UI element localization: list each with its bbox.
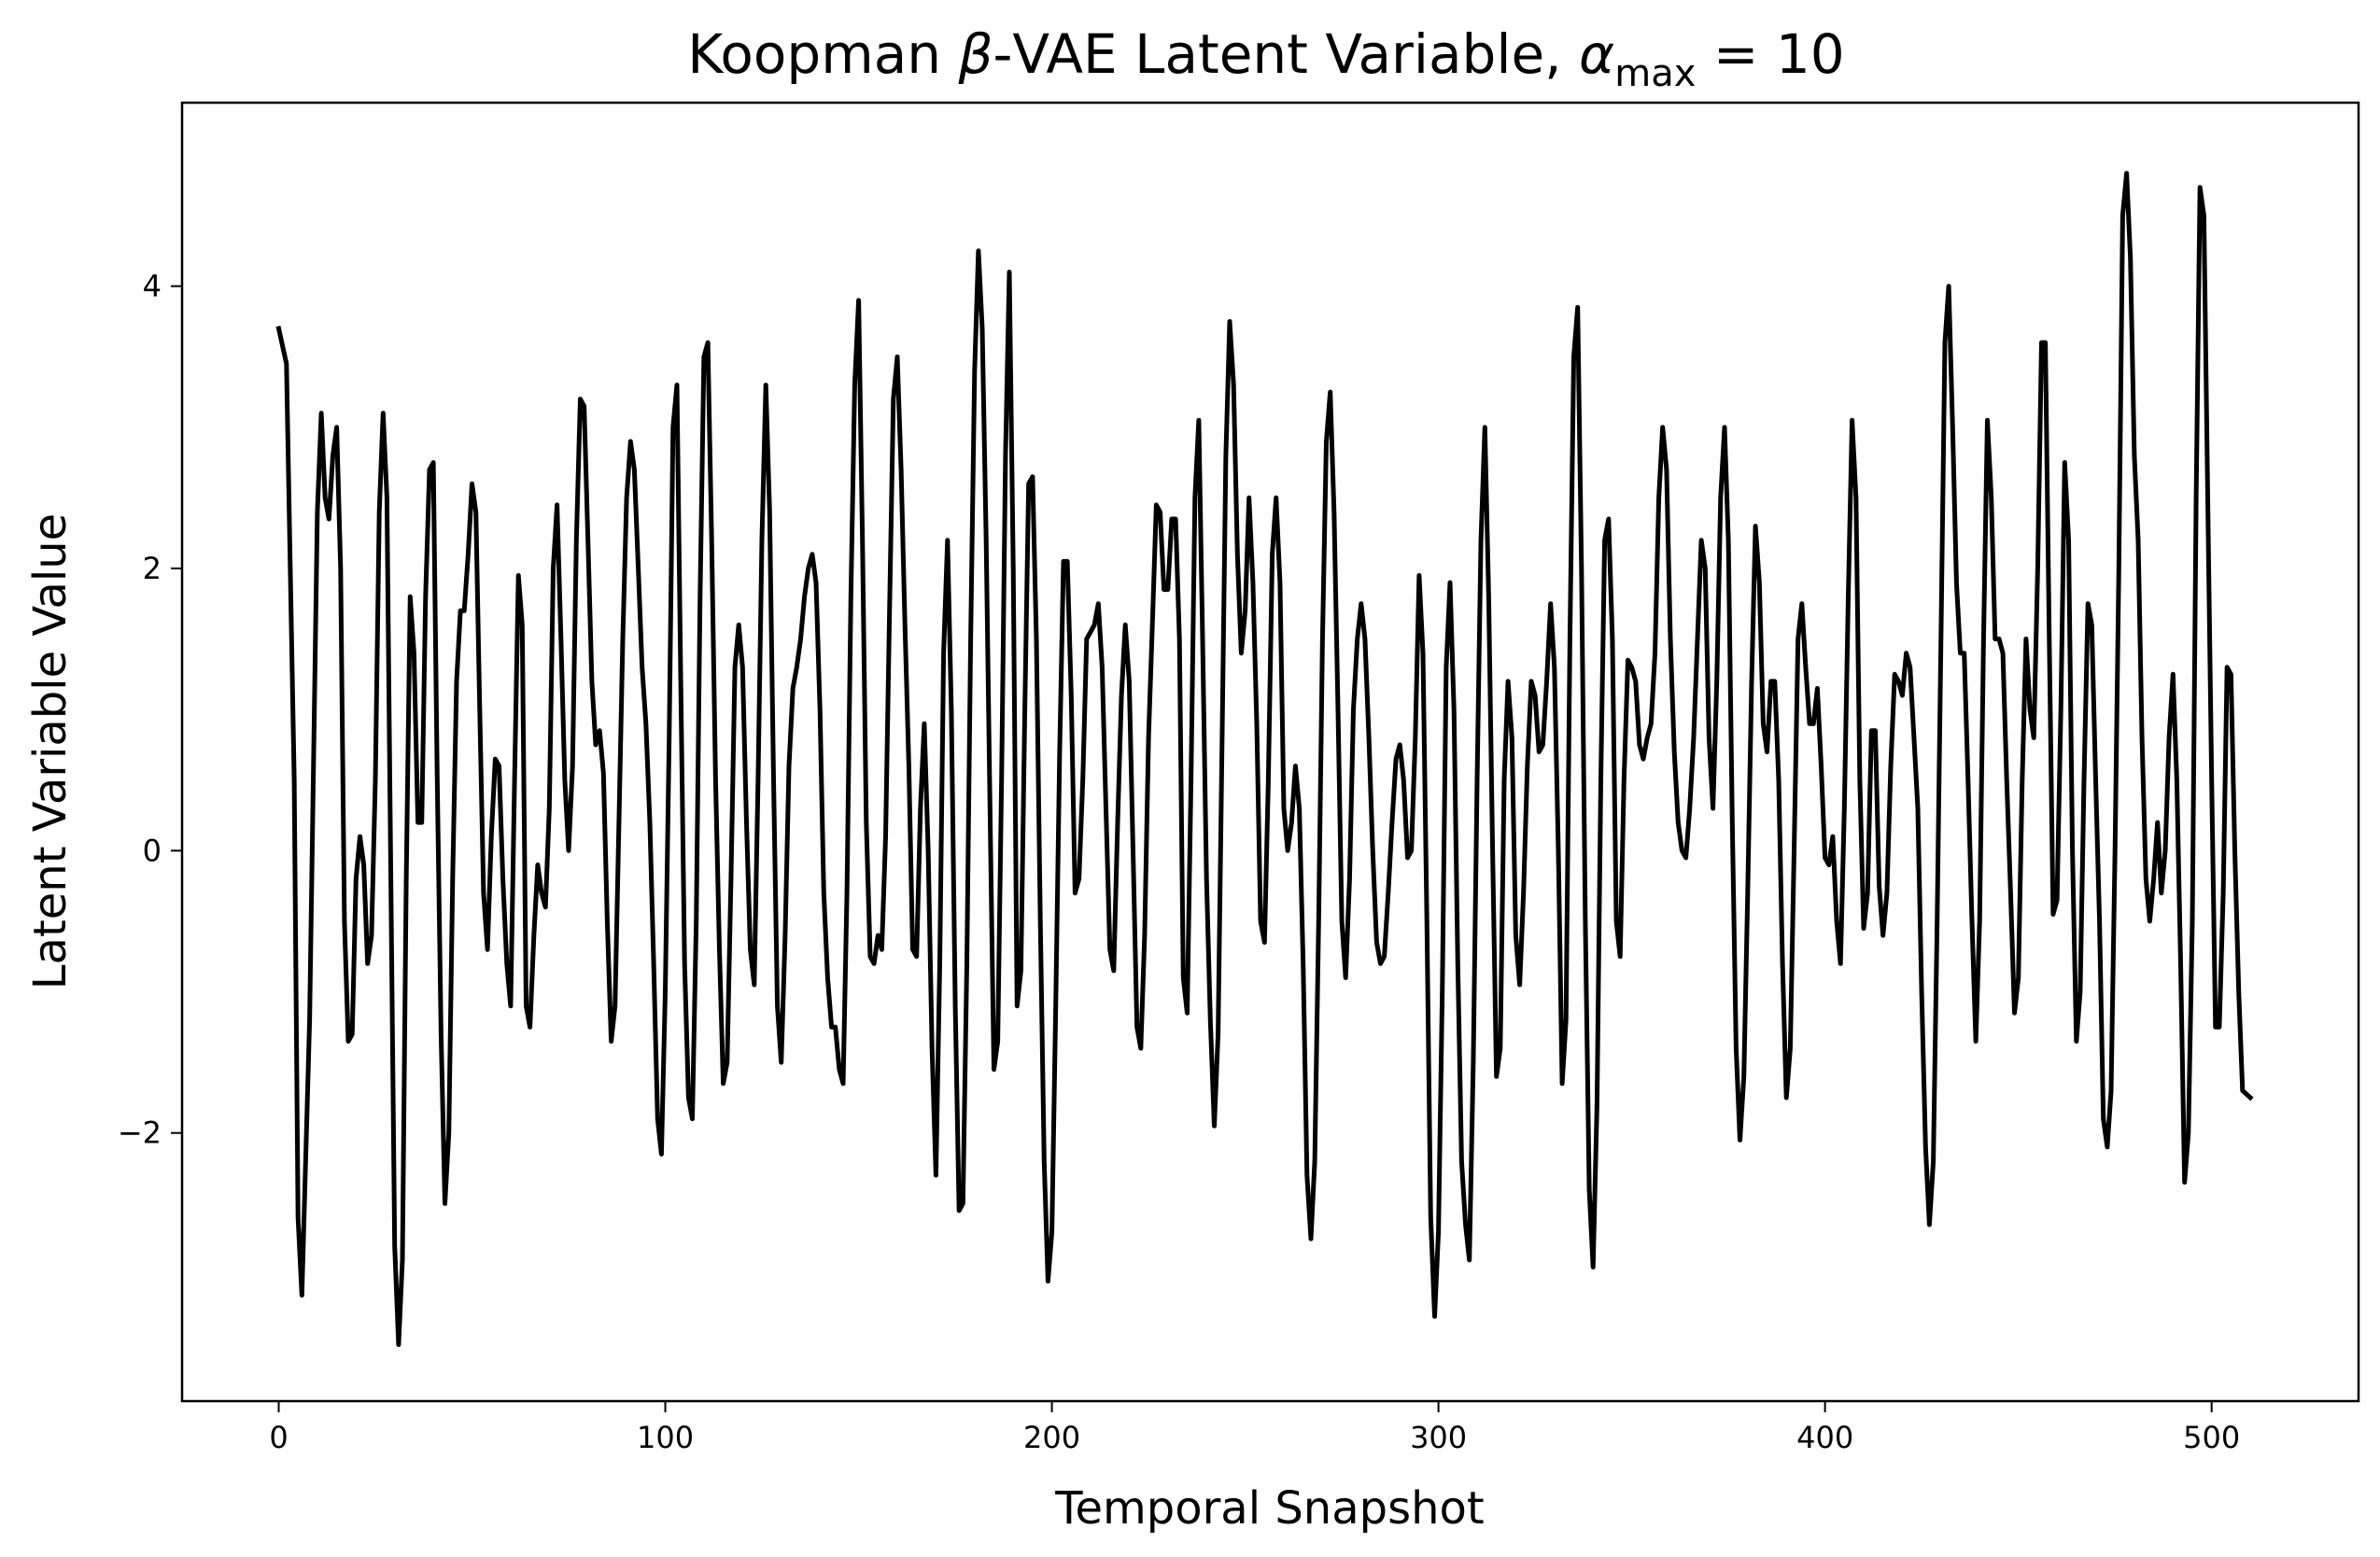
x-tick-label: 500	[2183, 1420, 2240, 1455]
y-tick-label: 4	[143, 269, 162, 304]
y-tick-label: 0	[143, 833, 162, 868]
y-tick-label: 2	[143, 551, 162, 586]
series-line	[275, 171, 2254, 1347]
x-tick-label: 300	[1410, 1420, 1467, 1455]
x-tick-label: 400	[1796, 1420, 1853, 1455]
title-alpha-subscript: max	[1614, 52, 1696, 95]
y-tick-label: −2	[118, 1115, 162, 1151]
title-alpha-symbol: α	[1579, 22, 1614, 86]
y-axis-label: Latent Variable Value	[24, 513, 77, 989]
x-tick-label: 0	[269, 1420, 288, 1455]
x-tick-label: 100	[637, 1420, 694, 1455]
x-axis-label: Temporal Snapshot	[1054, 1482, 1484, 1535]
axes-frame	[180, 101, 2360, 1403]
x-tick-label: 200	[1023, 1420, 1080, 1455]
chart-title: Koopman β-VAE Latent Variable, αmax = 10	[687, 22, 1844, 95]
plot-area	[275, 171, 2254, 1347]
title-beta-symbol: β	[957, 22, 993, 86]
